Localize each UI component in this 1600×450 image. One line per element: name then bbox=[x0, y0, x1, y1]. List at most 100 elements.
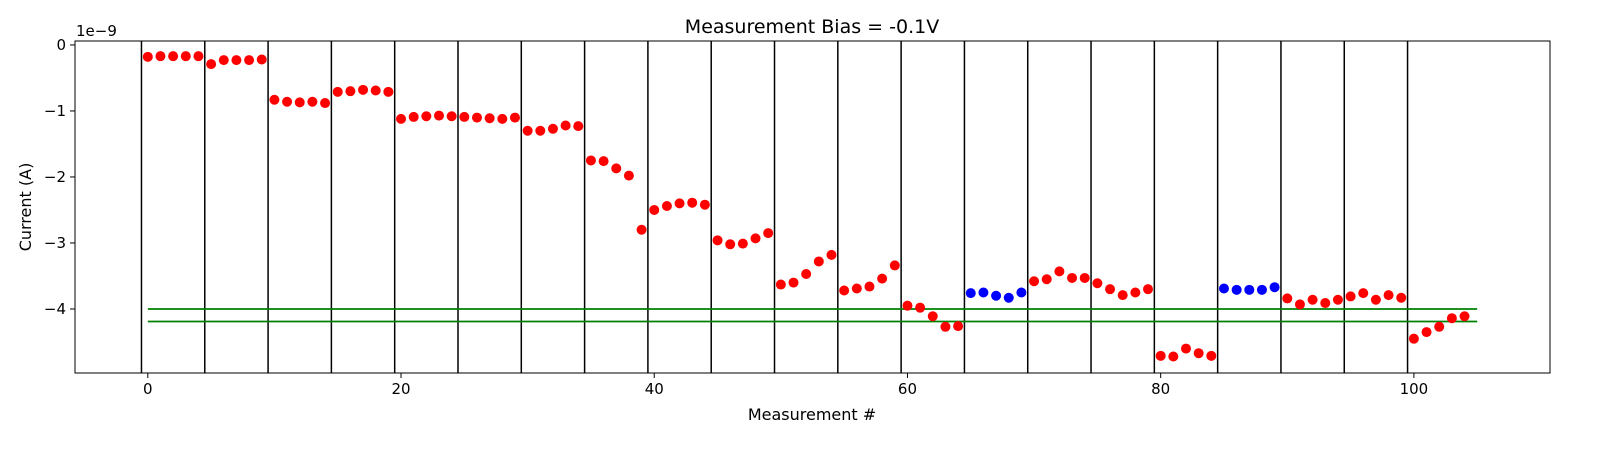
data-point bbox=[788, 277, 799, 288]
data-point bbox=[585, 155, 596, 166]
x-tick-label: 60 bbox=[898, 380, 917, 398]
data-point bbox=[358, 84, 369, 95]
data-point bbox=[750, 233, 761, 244]
data-point bbox=[965, 288, 976, 299]
data-point bbox=[687, 197, 698, 208]
data-point bbox=[1155, 350, 1166, 361]
data-point bbox=[547, 123, 558, 134]
data-point bbox=[851, 283, 862, 294]
data-point bbox=[573, 121, 584, 132]
data-point bbox=[813, 256, 824, 267]
data-point bbox=[193, 51, 204, 62]
data-point bbox=[256, 54, 267, 65]
data-point bbox=[864, 281, 875, 292]
data-point bbox=[1105, 284, 1116, 295]
data-point bbox=[1041, 274, 1052, 285]
data-point bbox=[902, 300, 913, 311]
data-point bbox=[1345, 291, 1356, 302]
data-point bbox=[1029, 276, 1040, 287]
data-point bbox=[408, 111, 419, 122]
data-point bbox=[269, 94, 280, 105]
data-point bbox=[1180, 343, 1191, 354]
data-point bbox=[725, 239, 736, 250]
chart-title: Measurement Bias = -0.1V bbox=[685, 16, 939, 38]
data-point bbox=[1193, 348, 1204, 359]
data-point bbox=[801, 268, 812, 279]
data-point bbox=[434, 110, 445, 121]
data-point bbox=[396, 113, 407, 124]
data-point bbox=[282, 96, 293, 107]
y-tick-label: −2 bbox=[44, 168, 66, 186]
data-point bbox=[839, 285, 850, 296]
data-point bbox=[775, 279, 786, 290]
data-point bbox=[560, 120, 571, 131]
data-point bbox=[1003, 292, 1014, 303]
data-point bbox=[1307, 294, 1318, 305]
data-point bbox=[877, 273, 888, 284]
data-point bbox=[636, 224, 647, 235]
x-tick-label: 40 bbox=[645, 380, 664, 398]
data-point bbox=[294, 97, 305, 108]
data-point bbox=[383, 86, 394, 97]
data-point bbox=[826, 249, 837, 260]
data-point bbox=[446, 111, 457, 122]
data-point bbox=[611, 163, 622, 174]
x-tick-label: 80 bbox=[1151, 380, 1170, 398]
data-point bbox=[1396, 292, 1407, 303]
data-point bbox=[180, 51, 191, 62]
data-point bbox=[218, 55, 229, 66]
y-tick-label: −4 bbox=[44, 300, 66, 318]
data-point bbox=[1206, 350, 1217, 361]
data-point bbox=[712, 235, 723, 246]
data-point bbox=[1117, 290, 1128, 301]
data-point bbox=[244, 55, 255, 66]
data-point bbox=[535, 125, 546, 136]
data-point bbox=[1408, 333, 1419, 344]
data-point bbox=[1269, 282, 1280, 293]
data-point bbox=[206, 59, 217, 70]
data-point bbox=[421, 111, 432, 122]
data-point bbox=[484, 113, 495, 124]
data-point bbox=[661, 201, 672, 212]
data-point bbox=[1358, 288, 1369, 299]
data-point bbox=[927, 311, 938, 322]
data-point bbox=[889, 260, 900, 271]
data-point bbox=[1282, 293, 1293, 304]
y-offset-label: 1e−9 bbox=[76, 22, 117, 40]
data-point bbox=[345, 86, 356, 97]
x-tick-label: 0 bbox=[143, 380, 153, 398]
data-point bbox=[1294, 299, 1305, 310]
y-tick-label: −1 bbox=[44, 102, 66, 120]
data-point bbox=[940, 321, 951, 332]
data-point bbox=[471, 112, 482, 123]
data-point bbox=[1067, 272, 1078, 283]
data-point bbox=[332, 86, 343, 97]
data-point bbox=[915, 302, 926, 313]
data-point bbox=[737, 238, 748, 249]
data-point bbox=[953, 321, 964, 332]
data-point bbox=[1434, 321, 1445, 332]
data-point bbox=[1130, 287, 1141, 298]
data-point bbox=[1446, 313, 1457, 324]
data-point bbox=[509, 112, 520, 123]
data-point bbox=[991, 290, 1002, 301]
x-tick-label: 100 bbox=[1400, 380, 1429, 398]
y-tick-label: −3 bbox=[44, 234, 66, 252]
data-point bbox=[623, 170, 634, 181]
data-point bbox=[155, 51, 166, 62]
data-point bbox=[978, 287, 989, 298]
data-point bbox=[168, 51, 179, 62]
data-point bbox=[1332, 294, 1343, 305]
data-point bbox=[1383, 290, 1394, 301]
plot-area: 0 20 40 60 80 100 0 −1 −2 −3 −4 bbox=[44, 36, 1551, 398]
data-point bbox=[598, 156, 609, 167]
data-point bbox=[1421, 327, 1432, 338]
data-point bbox=[649, 204, 660, 215]
data-point bbox=[320, 98, 331, 109]
data-point bbox=[370, 85, 381, 96]
data-point bbox=[459, 111, 470, 122]
data-point bbox=[1218, 283, 1229, 294]
data-point bbox=[1231, 284, 1242, 295]
data-point bbox=[1320, 298, 1331, 309]
